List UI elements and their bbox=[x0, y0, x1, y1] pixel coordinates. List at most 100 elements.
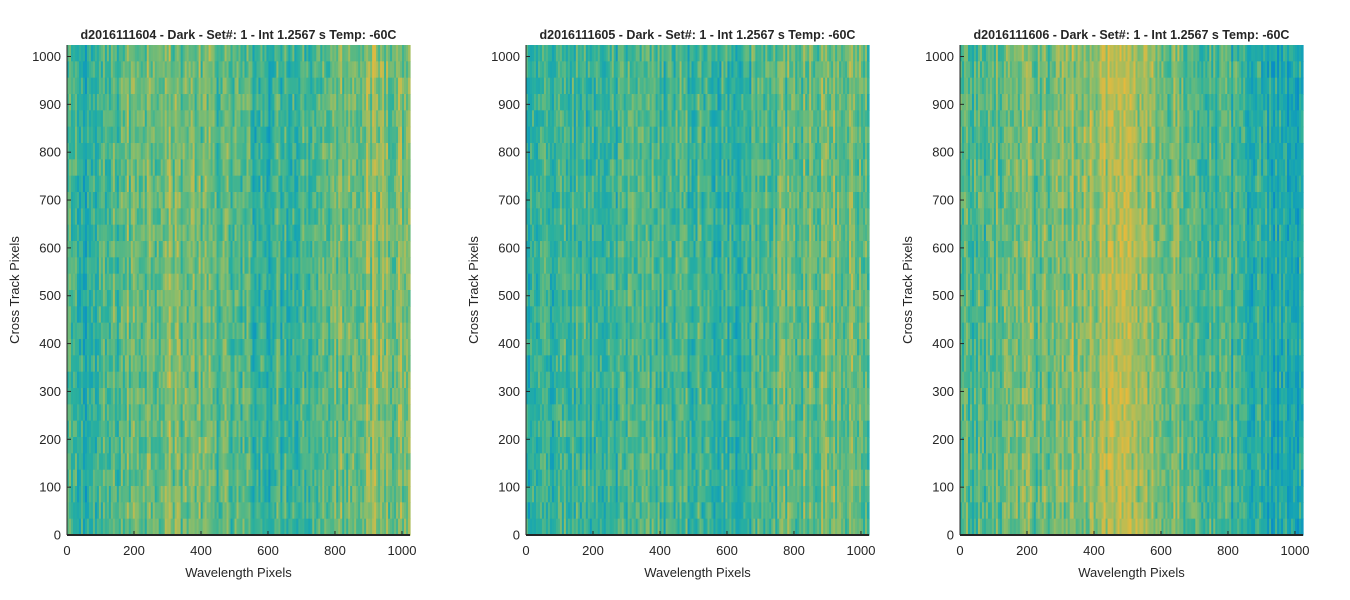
heatmap-cell bbox=[162, 257, 166, 275]
heatmap-cell bbox=[86, 469, 90, 487]
heatmap-cell bbox=[82, 159, 86, 177]
heatmap-cell bbox=[116, 77, 120, 95]
heatmap-cell bbox=[82, 143, 86, 160]
heatmap-cell bbox=[136, 175, 140, 193]
heatmap-cell bbox=[146, 404, 150, 422]
heatmap-cell bbox=[140, 306, 144, 324]
heatmap-cell bbox=[152, 94, 156, 111]
heatmap-cell bbox=[70, 355, 74, 373]
heatmap-cell bbox=[102, 94, 106, 111]
heatmap-cell bbox=[68, 453, 72, 471]
heatmap-cell bbox=[114, 94, 118, 111]
heatmap-cell bbox=[76, 437, 80, 454]
heatmap-cell bbox=[72, 224, 76, 242]
heatmap-cell bbox=[68, 437, 72, 454]
heatmap-cell bbox=[102, 469, 106, 487]
heatmap-cell bbox=[160, 420, 164, 438]
heatmap-cell bbox=[76, 192, 80, 209]
chart-title: d2016111604 - Dark - Set#: 1 - Int 1.256… bbox=[81, 28, 397, 42]
heatmap-cell bbox=[96, 241, 100, 258]
heatmap-cell bbox=[110, 339, 114, 356]
heatmap-cell bbox=[144, 404, 148, 422]
heatmap-cell bbox=[128, 175, 132, 193]
heatmap-cell bbox=[76, 257, 80, 275]
heatmap-cell bbox=[164, 110, 168, 128]
heatmap-cell bbox=[88, 61, 92, 79]
heatmap-cell bbox=[108, 257, 112, 275]
heatmap-cell bbox=[86, 241, 90, 258]
heatmap-cell bbox=[156, 306, 160, 324]
heatmap-cell bbox=[116, 208, 120, 226]
heatmap-cell bbox=[114, 290, 118, 307]
heatmap-cell bbox=[72, 126, 76, 144]
heatmap-cell bbox=[158, 126, 162, 144]
heatmap-cell bbox=[88, 224, 92, 242]
heatmap-cell bbox=[70, 306, 74, 324]
heatmap-cell bbox=[166, 502, 170, 520]
heatmap-cell bbox=[96, 322, 100, 340]
heatmap-cell bbox=[138, 518, 142, 536]
heatmap-cell bbox=[152, 126, 156, 144]
heatmap-cell bbox=[164, 290, 168, 307]
heatmap-cell bbox=[140, 371, 144, 389]
heatmap-cell bbox=[98, 175, 102, 193]
heatmap-cell bbox=[130, 192, 134, 209]
heatmap-cell bbox=[124, 126, 128, 144]
heatmap-cell bbox=[114, 388, 118, 405]
heatmap-cell bbox=[104, 241, 108, 258]
heatmap-cell bbox=[68, 208, 72, 226]
heatmap-cell bbox=[130, 126, 134, 144]
heatmap-cell bbox=[136, 241, 140, 258]
heatmap-cell bbox=[67, 110, 70, 128]
heatmap-cell bbox=[86, 420, 90, 438]
heatmap-cell bbox=[142, 355, 146, 373]
heatmap-cell bbox=[134, 257, 138, 275]
heatmap-cell bbox=[164, 192, 168, 209]
heatmap-cell bbox=[108, 77, 112, 95]
heatmap-cell bbox=[154, 404, 158, 422]
heatmap-cell bbox=[132, 77, 136, 95]
heatmap-cell bbox=[170, 61, 174, 79]
heatmap-cell bbox=[82, 126, 86, 144]
heatmap-cell bbox=[156, 388, 160, 405]
heatmap-cell bbox=[148, 208, 152, 226]
heatmap-cell bbox=[158, 371, 162, 389]
heatmap-cell bbox=[128, 355, 132, 373]
heatmap-cell bbox=[112, 45, 116, 62]
heatmap-cell bbox=[88, 469, 92, 487]
heatmap-cell bbox=[152, 469, 156, 487]
heatmap-cell bbox=[156, 486, 160, 503]
heatmap-cell bbox=[94, 322, 98, 340]
heatmap-cell bbox=[144, 208, 148, 226]
heatmap-cell bbox=[124, 437, 128, 454]
heatmap-cell bbox=[112, 469, 116, 487]
heatmap-cell bbox=[90, 192, 94, 209]
heatmap-cell bbox=[78, 241, 82, 258]
heatmap-cell bbox=[86, 45, 90, 62]
heatmap-cell bbox=[80, 45, 84, 62]
heatmap-cell bbox=[96, 518, 100, 536]
heatmap-cell bbox=[112, 518, 116, 536]
heatmap-cell bbox=[110, 453, 114, 471]
heatmap-cell bbox=[76, 371, 80, 389]
heatmap-cell bbox=[96, 420, 100, 438]
heatmap-cell bbox=[94, 420, 98, 438]
heatmap-cell bbox=[82, 322, 86, 340]
heatmap-cell bbox=[158, 404, 162, 422]
heatmap-cell bbox=[98, 257, 102, 275]
heatmap-cell bbox=[154, 273, 158, 291]
heatmap-cell bbox=[108, 486, 112, 503]
heatmap-cell bbox=[158, 420, 162, 438]
heatmap-cell bbox=[80, 404, 84, 422]
heatmap-cell bbox=[100, 469, 104, 487]
heatmap-cell bbox=[128, 486, 132, 503]
heatmap-cell bbox=[114, 453, 118, 471]
heatmap-cell bbox=[106, 110, 110, 128]
heatmap-cell bbox=[134, 61, 138, 79]
heatmap-cell bbox=[120, 126, 124, 144]
heatmap-cell bbox=[94, 126, 98, 144]
heatmap-cell bbox=[152, 420, 156, 438]
heatmap-cell bbox=[168, 61, 172, 79]
heatmap-cell bbox=[170, 110, 174, 128]
heatmap-cell bbox=[114, 45, 118, 62]
